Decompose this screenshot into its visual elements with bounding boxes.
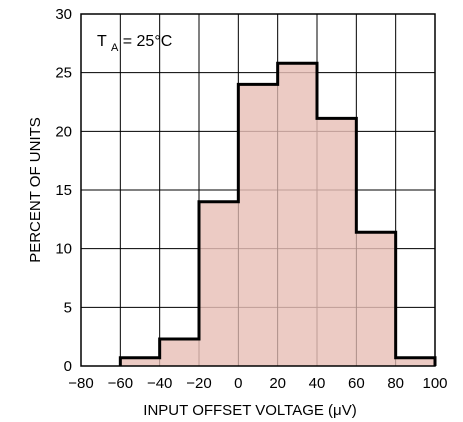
y-tick-label: 25 bbox=[55, 65, 72, 82]
histogram-bar-5 bbox=[277, 63, 317, 366]
y-axis-title: PERCENT OF UNITS bbox=[27, 117, 44, 263]
x-tick-label: −80 bbox=[68, 375, 93, 392]
annotation-rest: = 25°C bbox=[123, 33, 173, 50]
histogram-bar-3 bbox=[199, 201, 239, 366]
histogram-bar-1 bbox=[120, 357, 160, 366]
histogram-bar-8 bbox=[395, 357, 435, 366]
y-tick-label: 30 bbox=[55, 6, 72, 23]
annotation-main: T bbox=[97, 33, 107, 50]
x-tick-label: 100 bbox=[422, 375, 447, 392]
histogram-bar-6 bbox=[317, 118, 357, 366]
y-tick-label: 15 bbox=[55, 182, 72, 199]
temperature-annotation: T A = 25°C bbox=[97, 33, 172, 55]
histogram-bar-7 bbox=[356, 232, 396, 366]
y-tick-labels: 0 5 10 15 20 25 30 bbox=[55, 6, 72, 375]
x-axis-title: INPUT OFFSET VOLTAGE (μV) bbox=[143, 402, 356, 419]
x-tick-labels: −80 −60 −40 −20 0 20 40 60 80 100 bbox=[68, 375, 447, 392]
x-tick-label: 0 bbox=[234, 375, 242, 392]
y-tick-label: 20 bbox=[55, 123, 72, 140]
x-tick-label: −20 bbox=[186, 375, 211, 392]
histogram-bar-4 bbox=[238, 84, 278, 367]
x-tick-label: 80 bbox=[387, 375, 404, 392]
x-tick-label: 40 bbox=[309, 375, 326, 392]
x-tick-label: 20 bbox=[269, 375, 286, 392]
y-tick-label: 5 bbox=[64, 299, 72, 316]
histogram-outline bbox=[118, 61, 437, 366]
x-tick-label: 60 bbox=[348, 375, 365, 392]
y-tick-label: 10 bbox=[55, 241, 72, 258]
y-tick-label: 0 bbox=[64, 358, 72, 375]
x-tick-label: −40 bbox=[147, 375, 172, 392]
histogram-bars bbox=[120, 63, 435, 367]
x-tick-label: −60 bbox=[108, 375, 133, 392]
annotation-subscript: A bbox=[111, 42, 119, 54]
plot-frame bbox=[80, 13, 436, 367]
histogram-bar-2 bbox=[159, 339, 199, 366]
